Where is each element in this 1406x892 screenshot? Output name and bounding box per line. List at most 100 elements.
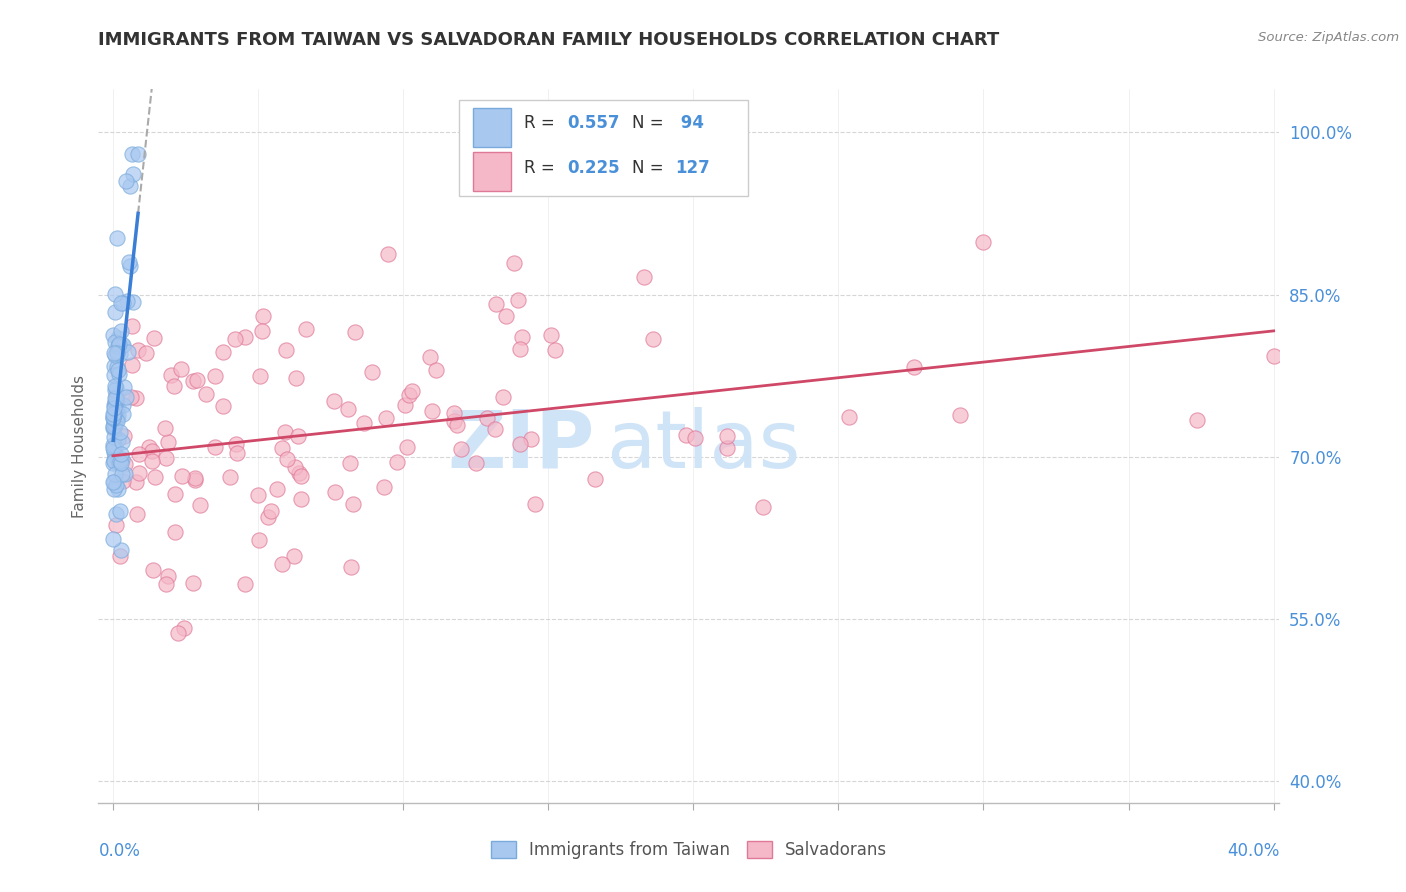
Point	[274, 425, 297, 439]
Point	[394, 398, 416, 412]
Point	[110, 296, 132, 310]
Point	[107, 408, 129, 422]
Text: N =: N =	[633, 114, 669, 132]
Point	[510, 330, 533, 344]
Point	[111, 338, 134, 352]
Point	[683, 431, 706, 445]
Point	[110, 456, 132, 470]
Point	[108, 425, 131, 439]
Point	[266, 483, 288, 497]
Point	[287, 429, 309, 443]
Legend: Immigrants from Taiwan, Salvadorans: Immigrants from Taiwan, Salvadorans	[484, 834, 894, 866]
Point	[107, 331, 129, 345]
Point	[110, 549, 132, 563]
Point	[108, 454, 131, 468]
Point	[163, 379, 186, 393]
Point	[103, 475, 125, 490]
Point	[103, 420, 125, 434]
Point	[752, 500, 775, 515]
Point	[540, 327, 562, 342]
Point	[138, 440, 160, 454]
Point	[104, 335, 127, 350]
Point	[103, 368, 125, 383]
Point	[121, 359, 143, 373]
Point	[107, 414, 129, 428]
Point	[112, 407, 135, 421]
Text: 40.0%: 40.0%	[1227, 842, 1279, 860]
FancyBboxPatch shape	[472, 108, 510, 147]
Point	[485, 297, 508, 311]
Point	[503, 256, 526, 270]
Point	[233, 330, 256, 344]
FancyBboxPatch shape	[472, 152, 510, 191]
Point	[105, 359, 128, 374]
Point	[110, 324, 132, 338]
Point	[141, 454, 163, 468]
Point	[184, 473, 207, 487]
Point	[104, 286, 127, 301]
Point	[103, 411, 125, 425]
Point	[484, 422, 506, 436]
Point	[166, 625, 188, 640]
Point	[249, 369, 271, 384]
Point	[114, 390, 136, 404]
Point	[508, 293, 530, 308]
Point	[446, 417, 468, 432]
Text: 0.557: 0.557	[567, 114, 620, 132]
Point	[105, 450, 128, 465]
Point	[225, 436, 247, 450]
Point	[373, 481, 395, 495]
Point	[212, 344, 235, 359]
Point	[103, 453, 125, 467]
Text: Source: ZipAtlas.com: Source: ZipAtlas.com	[1258, 31, 1399, 45]
Point	[155, 577, 177, 591]
Point	[108, 503, 131, 517]
Point	[103, 416, 125, 430]
Point	[226, 445, 249, 459]
Point	[419, 351, 441, 365]
Point	[252, 309, 274, 323]
Point	[165, 487, 187, 501]
Point	[495, 310, 517, 324]
Point	[342, 497, 364, 511]
Point	[143, 331, 166, 345]
Point	[247, 533, 270, 547]
Point	[135, 345, 157, 359]
Point	[103, 475, 125, 490]
Point	[127, 147, 149, 161]
Point	[340, 560, 363, 574]
Point	[103, 407, 125, 421]
Point	[110, 542, 132, 557]
Point	[122, 295, 145, 310]
Point	[295, 322, 318, 336]
Point	[104, 304, 127, 318]
Point	[105, 381, 128, 395]
Point	[104, 348, 127, 362]
Point	[374, 411, 396, 425]
Text: R =: R =	[523, 114, 560, 132]
Text: ZIP: ZIP	[447, 407, 595, 485]
Point	[111, 338, 134, 352]
Point	[353, 416, 375, 430]
Point	[396, 440, 419, 454]
Point	[288, 466, 311, 480]
Point	[111, 434, 134, 449]
Point	[233, 577, 256, 591]
Point	[104, 407, 127, 421]
Point	[195, 386, 218, 401]
Point	[128, 447, 150, 461]
Point	[115, 173, 138, 187]
Point	[114, 457, 136, 471]
Point	[103, 419, 125, 434]
Point	[153, 421, 176, 435]
Point	[336, 402, 359, 417]
Point	[108, 456, 131, 470]
Point	[290, 468, 312, 483]
Point	[127, 343, 149, 357]
Point	[103, 438, 125, 452]
Point	[283, 549, 305, 563]
Point	[103, 430, 125, 444]
Point	[104, 389, 127, 403]
Point	[114, 467, 136, 481]
Point	[509, 437, 531, 451]
